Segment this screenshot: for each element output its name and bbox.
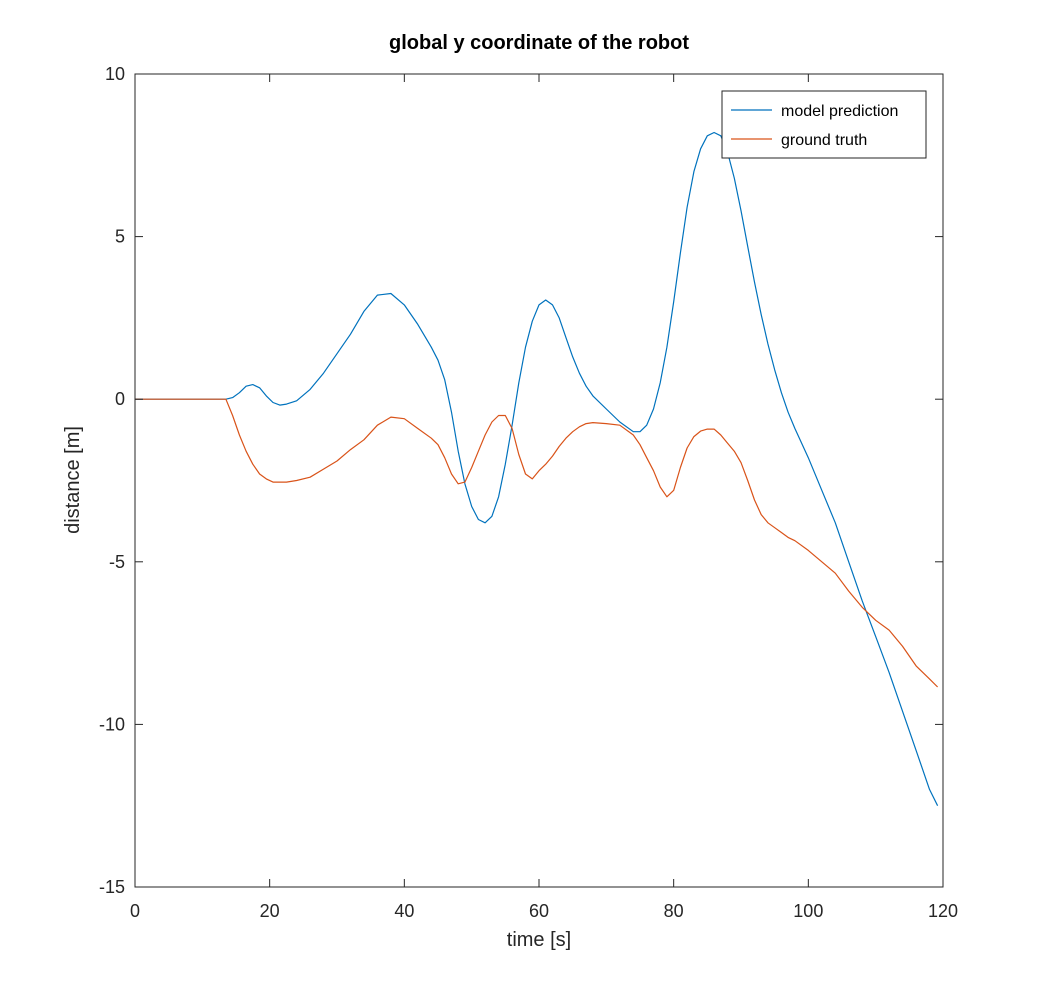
series-line-model-prediction <box>135 131 939 806</box>
plot-area <box>135 74 943 887</box>
y-tick-label: -5 <box>109 552 125 572</box>
legend-label-ground-truth: ground truth <box>781 132 867 149</box>
y-tick-label: -10 <box>99 714 125 734</box>
legend-label-model-prediction: model prediction <box>781 103 898 120</box>
x-axis-label: time [s] <box>507 929 571 951</box>
y-tick-label: 5 <box>115 227 125 247</box>
x-tick-label: 100 <box>793 901 823 921</box>
legend: model prediction ground truth <box>721 90 927 159</box>
x-tick-label: 80 <box>664 901 684 921</box>
axis-ticks: 0 20 40 60 80 100 120 -15 -10 -5 0 5 10 <box>99 64 958 921</box>
series-lines <box>135 131 939 806</box>
x-tick-label: 0 <box>130 901 140 921</box>
y-tick-label: 10 <box>105 64 125 84</box>
y-tick-label: -15 <box>99 877 125 897</box>
x-tick-label: 60 <box>529 901 549 921</box>
y-axis-label: distance [m] <box>62 426 84 534</box>
y-tick-label: 0 <box>115 389 125 409</box>
chart-title: global y coordinate of the robot <box>389 32 689 54</box>
legend-box <box>721 90 927 159</box>
x-tick-label: 120 <box>928 901 958 921</box>
x-tick-label: 20 <box>260 901 280 921</box>
x-tick-label: 40 <box>394 901 414 921</box>
series-line-ground-truth <box>135 398 939 688</box>
